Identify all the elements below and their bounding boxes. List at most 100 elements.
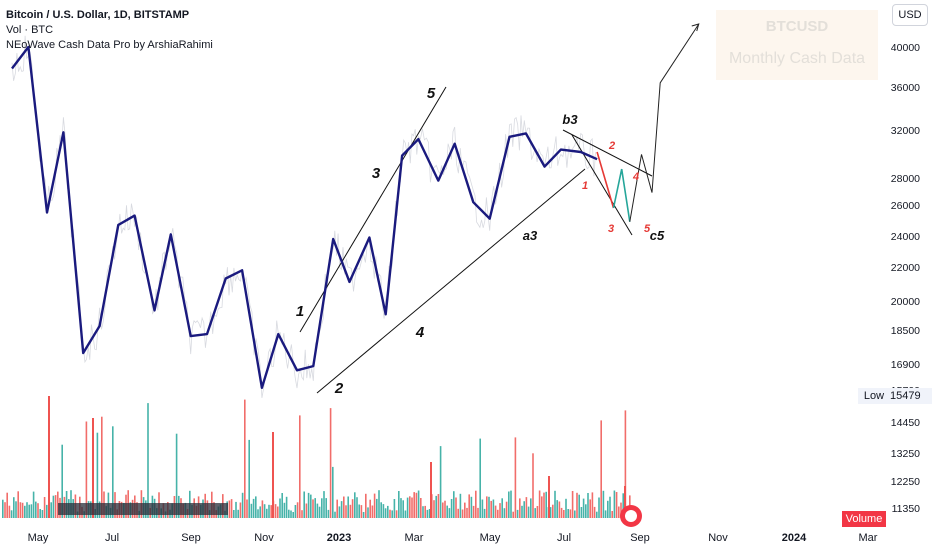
volume-bar [563,510,565,518]
volume-bar [356,497,358,518]
volume-bar [44,497,46,518]
time-tick-label: Mar [405,532,424,544]
volume-bar [585,504,587,518]
volume-bar [493,500,495,519]
price-tick-label: 14450 [891,417,920,429]
volume-bar [501,498,503,518]
volume-bar [20,502,22,518]
currency-button[interactable]: USD [892,4,928,26]
volume-bar [312,499,314,518]
volume-bar [246,500,248,519]
volume-bar [521,506,523,518]
trendline [300,87,446,332]
volume-bar [523,501,525,518]
time-tick-label: Sep [181,532,201,544]
volume-bar [539,491,541,519]
volume-bar [559,502,561,519]
volume-bar [385,508,387,518]
volume-bar [526,497,528,518]
volume-overlay-strip [58,503,228,515]
volume-indicator-label[interactable]: Vol · BTC [6,23,213,38]
tradingview-badge-icon[interactable] [620,505,642,527]
volume-bar [295,505,297,518]
volume-bar [409,496,411,518]
volume-bar [270,505,272,518]
indicator-label[interactable]: NEoWave Cash Data Pro by ArshiaRahimi [6,38,213,53]
volume-bar [345,505,347,518]
daily-price-ghost-line [12,36,596,398]
time-tick-label: May [28,532,49,544]
volume-bar [259,506,261,518]
volume-bar [583,499,585,518]
volume-bar [596,512,598,518]
volume-bar [37,503,39,518]
volume-bar [424,506,426,518]
volume-bar [101,417,103,518]
volume-bar [229,501,231,519]
volume-bar [323,491,325,518]
volume-bar [17,491,19,518]
symbol-title[interactable]: Bitcoin / U.S. Dollar, 1D, BITSTAMP [6,8,213,23]
volume-bar [352,499,354,518]
price-tick-label: 32000 [891,125,920,137]
volume-bar [268,505,270,518]
volume-bar [398,491,400,518]
volume-bar [301,510,303,518]
volume-bar [394,499,396,518]
watermark-title: BTCUSD [716,18,878,35]
volume-bar [455,498,457,519]
wave-label: 3 [608,223,614,235]
volume-bar [376,499,378,518]
correction-teal-line [614,169,630,222]
volume-bar [541,496,543,518]
volume-bar [24,506,26,518]
volume-bar [556,500,558,518]
volume-bar [358,505,360,519]
volume-bar [607,501,609,518]
volume-bar [561,508,563,518]
volume-bar [11,510,13,518]
price-tick-label: 18500 [891,325,920,337]
price-tick-label: 24000 [891,231,920,243]
volume-bar [581,507,583,518]
time-tick-label: 2023 [327,532,351,544]
volume-bar [416,493,418,518]
volume-bar [2,500,4,518]
volume-bar [435,496,437,518]
low-price-label: Low [858,388,890,404]
wave-label: 4 [415,324,425,341]
price-tick-label: 26000 [891,200,920,212]
volume-bar [367,507,369,518]
price-tick-label: 16900 [891,359,920,371]
volume-bar [499,503,501,518]
volume-bar [550,507,552,518]
wave-label: c5 [650,228,665,243]
wave-label: b3 [562,112,578,127]
projection-path [630,24,699,222]
volume-bar [363,512,365,518]
trendline [317,169,585,393]
volume-bar [438,494,440,518]
wave-label: 3 [372,165,381,182]
volume-bar [328,510,330,518]
volume-bar [299,415,301,518]
volume-bar [420,498,422,518]
volume-bar [281,493,283,518]
volume-bar [515,437,517,518]
volume-bar [554,491,556,518]
volume-bar [233,510,235,518]
volume-bar [334,512,336,518]
wave-label: a3 [523,228,538,243]
wave-label: 1 [582,180,588,192]
time-tick-label: Nov [254,532,274,544]
volume-bar [462,510,464,519]
volume-bar [290,511,292,519]
volume-bar [28,505,30,518]
volume-bar [53,496,55,518]
volume-bar [284,503,286,518]
wave-label: 5 [427,85,436,102]
volume-bar [35,502,37,518]
